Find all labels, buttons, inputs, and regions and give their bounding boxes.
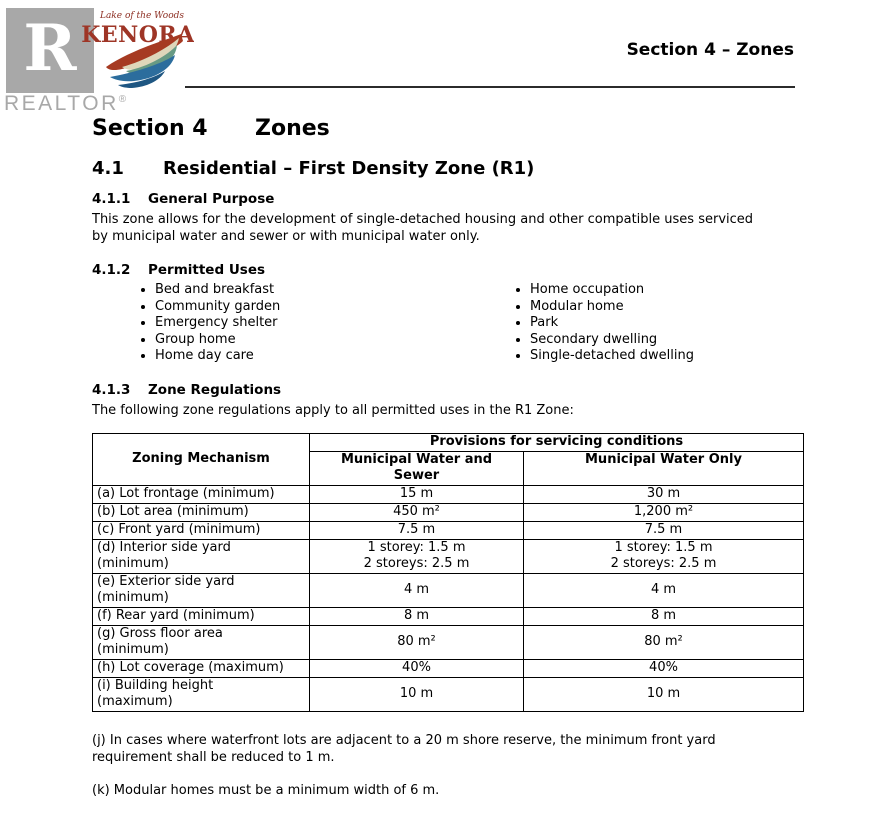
realtor-r-glyph: R (23, 10, 77, 86)
section-number: Section 4 (92, 116, 208, 141)
heading-4-1-title: Residential – First Density Zone (R1) (163, 158, 535, 179)
zoning-mechanism-cell: (a) Lot frontage (minimum) (92, 484, 310, 504)
zoning-mechanism-cell: (i) Building height (maximum) (92, 676, 310, 712)
list-item: Secondary dwelling (530, 332, 694, 349)
provisions-span-header: Provisions for servicing conditions (309, 432, 804, 452)
kenora-logo: Lake of the Woods KENORA (82, 11, 194, 88)
permitted-uses-right-list: Home occupation Modular home Park Second… (467, 282, 694, 365)
zoning-mechanism-header: Zoning Mechanism (92, 432, 310, 486)
table-row: (f) Rear yard (minimum) 8 m 8 m (92, 606, 804, 626)
document-body: Section 4 Zones 4.1 Residential – First De… (92, 116, 804, 799)
list-item: Single-detached dwelling (530, 348, 694, 365)
permitted-uses-left-list: Bed and breakfast Community garden Emerg… (92, 282, 467, 365)
zoning-mechanism-cell: (e) Exterior side yard (minimum) (92, 572, 310, 608)
water-only-value-cell: 80 m² (523, 624, 804, 660)
water-sewer-value-cell: 1 storey: 1.5 m 2 storeys: 2.5 m (309, 538, 524, 574)
section-title: Section 4 Zones (92, 116, 804, 141)
water-only-value-cell: 30 m (523, 484, 804, 504)
water-only-value-cell: 4 m (523, 572, 804, 608)
table-row: (h) Lot coverage (maximum) 40% 40% (92, 658, 804, 678)
section-name: Zones (255, 116, 330, 141)
zone-regulations-table: Zoning Mechanism Provisions for servicin… (92, 432, 804, 712)
list-item: Home day care (155, 348, 467, 365)
kenora-boat-icon (106, 34, 183, 88)
table-row: (d) Interior side yard (minimum) 1 store… (92, 538, 804, 574)
list-item: Bed and breakfast (155, 282, 467, 299)
zoning-mechanism-cell: (c) Front yard (minimum) (92, 520, 310, 540)
municipal-water-only-header: Municipal Water Only (523, 450, 804, 486)
list-item: Emergency shelter (155, 315, 467, 332)
table-row: (g) Gross floor area (minimum) 80 m² 80 … (92, 624, 804, 660)
permitted-uses-lists: Bed and breakfast Community garden Emerg… (92, 282, 804, 365)
heading-4-1: 4.1 Residential – First Density Zone (R1) (92, 158, 804, 179)
heading-4-1-1: 4.1.1 General Purpose (92, 191, 804, 207)
water-sewer-value-cell: 4 m (309, 572, 524, 608)
header-divider (185, 86, 795, 88)
heading-4-1-3-number: 4.1.3 (92, 381, 131, 398)
zoning-mechanism-cell: (b) Lot area (minimum) (92, 502, 310, 522)
water-sewer-value-cell: 7.5 m (309, 520, 524, 540)
list-item: Community garden (155, 299, 467, 316)
water-only-value-cell: 1 storey: 1.5 m 2 storeys: 2.5 m (523, 538, 804, 574)
water-only-value-cell: 7.5 m (523, 520, 804, 540)
list-item: Home occupation (530, 282, 694, 299)
table-header-row-2: Municipal Water and Sewer Municipal Wate… (93, 450, 804, 486)
zoning-mechanism-cell: (g) Gross floor area (minimum) (92, 624, 310, 660)
heading-4-1-3-title: Zone Regulations (148, 381, 282, 398)
table-header-row-1: Zoning Mechanism Provisions for servicin… (92, 432, 804, 486)
municipal-water-sewer-header: Municipal Water and Sewer (309, 450, 524, 486)
water-only-value-cell: 1,200 m² (523, 502, 804, 522)
general-purpose-paragraph: This zone allows for the development of … (92, 212, 754, 244)
registered-mark: ® (118, 94, 127, 105)
heading-4-1-2-title: Permitted Uses (148, 262, 266, 278)
table-row: (a) Lot frontage (minimum) 15 m 30 m (92, 484, 804, 504)
realtor-logo-icon: R (6, 8, 94, 93)
list-item: Group home (155, 332, 467, 349)
water-sewer-value-cell: 80 m² (309, 624, 524, 660)
zone-regulations-intro: The following zone regulations apply to … (92, 402, 574, 418)
heading-4-1-2: 4.1.2 Permitted Uses (92, 262, 804, 278)
kenora-tagline: Lake of the Woods (99, 11, 184, 21)
heading-4-1-1-title: General Purpose (148, 191, 275, 207)
water-sewer-value-cell: 8 m (309, 606, 524, 626)
water-only-value-cell: 40% (523, 658, 804, 678)
water-only-value-cell: 8 m (523, 606, 804, 626)
zoning-mechanism-cell: (h) Lot coverage (maximum) (92, 658, 310, 678)
water-sewer-value-cell: 10 m (309, 676, 524, 712)
water-sewer-value-cell: 15 m (309, 484, 524, 504)
list-item: Park (530, 315, 694, 332)
heading-4-1-2-number: 4.1.2 (92, 262, 131, 278)
realtor-watermark-label: REALTOR® (4, 92, 126, 116)
realtor-word: REALTOR (4, 92, 119, 115)
note-j: (j) In cases where waterfront lots are a… (92, 732, 716, 765)
note-k: (k) Modular homes must be a minimum widt… (92, 782, 440, 798)
list-item: Modular home (530, 299, 694, 316)
heading-4-1-1-number: 4.1.1 (92, 191, 131, 207)
table-row: (c) Front yard (minimum) 7.5 m 7.5 m (92, 520, 804, 540)
table-row: (b) Lot area (minimum) 450 m² 1,200 m² (92, 502, 804, 522)
zoning-mechanism-cell: (d) Interior side yard (minimum) (92, 538, 310, 574)
water-sewer-value-cell: 450 m² (309, 502, 524, 522)
zoning-mechanism-cell: (f) Rear yard (minimum) (92, 606, 310, 626)
water-only-value-cell: 10 m (523, 676, 804, 712)
water-sewer-value-cell: 40% (309, 658, 524, 678)
table-row: (i) Building height (maximum) 10 m 10 m (92, 676, 804, 712)
heading-4-1-number: 4.1 (92, 158, 124, 179)
heading-4-1-3: 4.1.3 Zone Regulations (92, 382, 804, 398)
page-header-title: Section 4 – Zones (626, 40, 794, 60)
table-row: (e) Exterior side yard (minimum) 4 m 4 m (92, 572, 804, 608)
